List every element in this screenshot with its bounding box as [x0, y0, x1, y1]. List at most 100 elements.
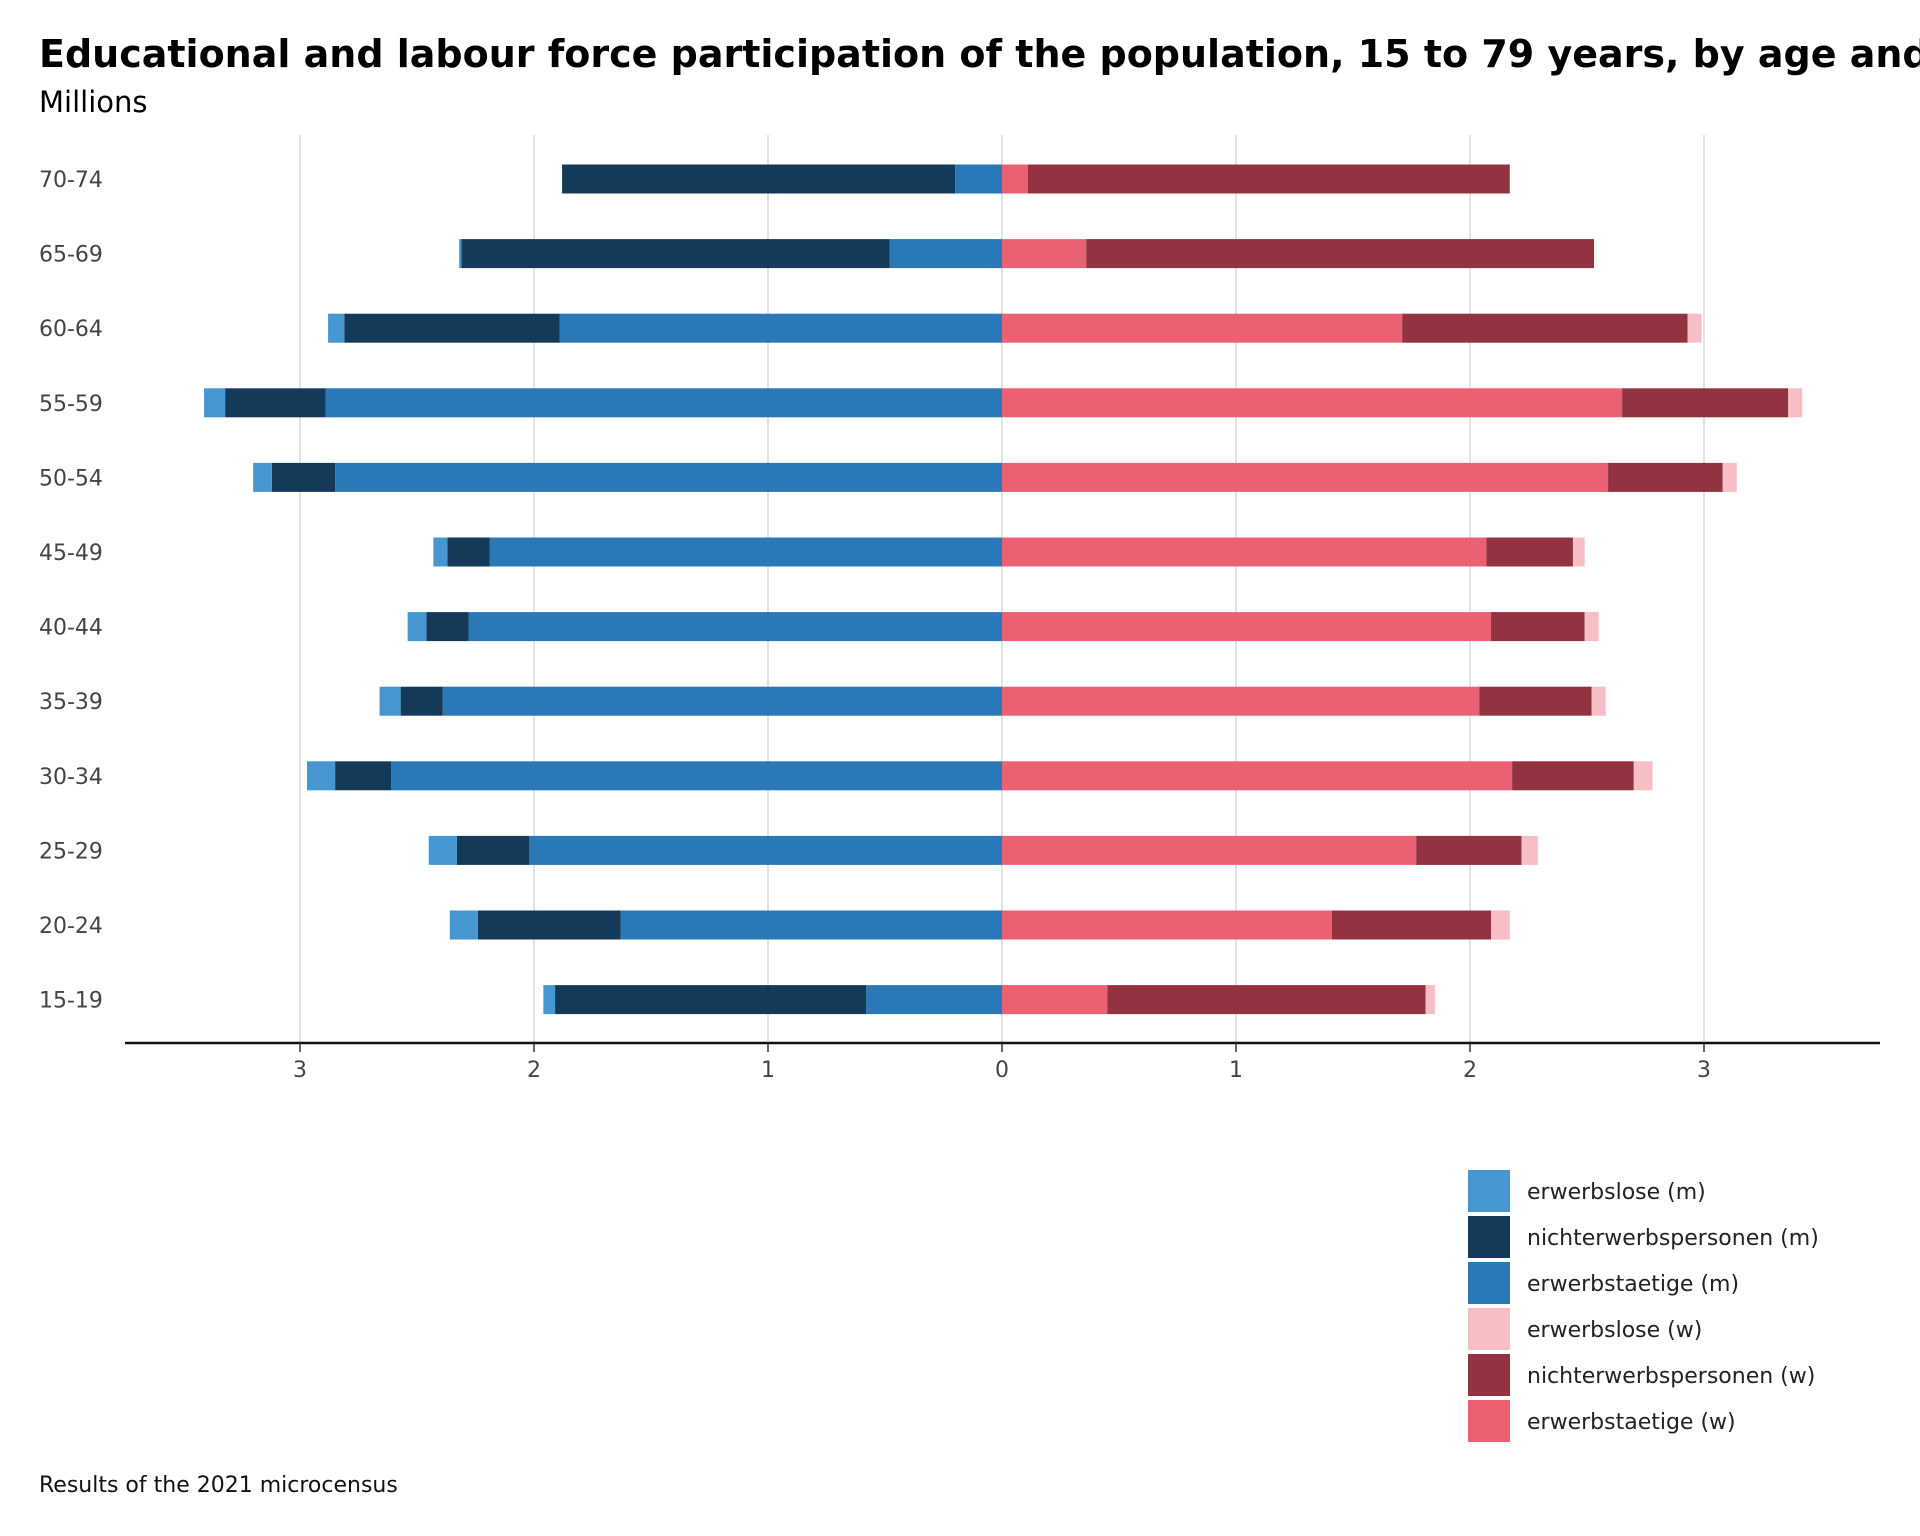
bar-segment-nichterwerbspersonen-w	[1512, 761, 1634, 791]
bar-segment-erwerbslose-w	[1722, 462, 1737, 492]
bar-segment-erwerbslose-w	[1633, 761, 1653, 791]
legend-label: erwerbslose (m)	[1527, 1180, 1706, 1205]
bar-segment-erwerbslose-m	[428, 835, 457, 865]
bar-segment-erwerbstaetige-m	[955, 164, 1002, 194]
x-tick-label: 1	[1229, 1058, 1243, 1083]
y-tick-label: 55-59	[39, 392, 103, 417]
bar-segment-nichterwerbspersonen-m	[271, 462, 336, 492]
x-tick-label: 3	[293, 1058, 307, 1083]
legend-label: nichterwerbspersonen (m)	[1527, 1226, 1819, 1251]
x-axis-ticks: 3 2 1 0 1 2 3	[293, 1043, 1711, 1083]
bar-segment-nichterwerbspersonen-m	[456, 835, 530, 865]
bar-segment-nichterwerbspersonen-w	[1331, 910, 1492, 940]
bar-segment-erwerbstaetige-m	[866, 985, 1002, 1015]
bar-segment-nichterwerbspersonen-m	[225, 388, 326, 418]
bar-segment-erwerbstaetige-m	[620, 910, 1002, 940]
bar-segment-erwerbslose-w	[1425, 985, 1435, 1015]
y-tick-label: 30-34	[39, 765, 103, 790]
bar-segment-nichterwerbspersonen-w	[1402, 313, 1688, 343]
bar-segment-erwerbstaetige-w	[1002, 164, 1028, 194]
bar-segment-erwerbslose-m	[433, 537, 448, 567]
bar-segment-erwerbslose-w	[1572, 537, 1585, 567]
legend-swatch	[1468, 1262, 1510, 1304]
x-tick-label: 2	[1463, 1058, 1477, 1083]
y-axis-labels: 70-74 65-69 60-64 55-59 50-54 45-49 40-44 35-39…	[39, 168, 103, 1014]
bar-segment-nichterwerbspersonen-m	[562, 164, 956, 194]
bar-segment-nichterwerbspersonen-w	[1479, 686, 1592, 716]
bar-segment-erwerbslose-w	[1491, 910, 1510, 940]
bar-segment-nichterwerbspersonen-w	[1107, 985, 1426, 1015]
bar-segment-erwerbstaetige-w	[1002, 761, 1513, 791]
bar-segment-erwerbslose-m	[307, 761, 336, 791]
x-tick-label: 2	[527, 1058, 541, 1083]
bar-segment-erwerbstaetige-w	[1002, 313, 1403, 343]
bar-segment-erwerbstaetige-w	[1002, 462, 1609, 492]
bar-segment-erwerbslose-w	[1584, 612, 1599, 642]
bar-segment-erwerbslose-m	[449, 910, 478, 940]
bar-segment-erwerbslose-m	[543, 985, 556, 1015]
y-tick-label: 45-49	[39, 541, 103, 566]
bar-segment-erwerbstaetige-w	[1002, 388, 1623, 418]
bar-segment-erwerbslose-m	[459, 239, 462, 269]
bar-segment-nichterwerbspersonen-m	[477, 910, 621, 940]
bar-segment-nichterwerbspersonen-w	[1027, 164, 1510, 194]
bar-segment-nichterwerbspersonen-m	[335, 761, 392, 791]
bar-segment-erwerbslose-m	[379, 686, 401, 716]
legend-swatch	[1468, 1308, 1510, 1350]
chart-caption: Results of the 2021 microcensus	[39, 1473, 398, 1498]
bar-segment-erwerbstaetige-m	[489, 537, 1002, 567]
legend-label: erwerbstaetige (w)	[1527, 1410, 1736, 1435]
legend-swatch	[1468, 1354, 1510, 1396]
bar-segment-nichterwerbspersonen-w	[1486, 537, 1573, 567]
y-tick-label: 25-29	[39, 839, 103, 864]
bar-segment-erwerbstaetige-m	[889, 239, 1002, 269]
bar-segment-erwerbstaetige-m	[529, 835, 1002, 865]
bar-segment-erwerbstaetige-m	[442, 686, 1002, 716]
bar-segment-nichterwerbspersonen-w	[1086, 239, 1595, 269]
bar-segment-erwerbstaetige-m	[559, 313, 1002, 343]
bar-segment-nichterwerbspersonen-w	[1608, 462, 1723, 492]
legend-swatch	[1468, 1216, 1510, 1258]
bar-segment-nichterwerbspersonen-w	[1491, 612, 1585, 642]
bar-segment-erwerbstaetige-m	[325, 388, 1002, 418]
y-tick-label: 50-54	[39, 466, 103, 491]
y-tick-label: 20-24	[39, 914, 103, 939]
legend-swatch	[1468, 1400, 1510, 1442]
y-tick-label: 35-39	[39, 690, 103, 715]
bars	[204, 164, 1803, 1015]
legend-label: erwerbslose (w)	[1527, 1318, 1702, 1343]
bar-segment-nichterwerbspersonen-w	[1416, 835, 1522, 865]
chart-subtitle: Millions	[39, 85, 147, 119]
bar-segment-erwerbstaetige-w	[1002, 537, 1487, 567]
bar-segment-erwerbstaetige-m	[468, 612, 1003, 642]
y-tick-label: 60-64	[39, 317, 103, 342]
y-tick-label: 40-44	[39, 616, 103, 641]
bar-segment-nichterwerbspersonen-m	[461, 239, 890, 269]
x-tick-label: 0	[995, 1058, 1009, 1083]
y-tick-label: 65-69	[39, 243, 103, 268]
bar-segment-erwerbslose-w	[1591, 686, 1606, 716]
y-tick-label: 15-19	[39, 989, 103, 1014]
bar-segment-erwerbslose-w	[1521, 835, 1538, 865]
bar-segment-nichterwerbspersonen-w	[1622, 388, 1789, 418]
bar-segment-erwerbstaetige-w	[1002, 686, 1480, 716]
bar-segment-nichterwerbspersonen-m	[555, 985, 867, 1015]
bar-segment-erwerbstaetige-w	[1002, 612, 1492, 642]
y-tick-label: 70-74	[39, 168, 103, 193]
chart-title: Educational and labour force participati…	[39, 32, 1920, 76]
bar-segment-erwerbslose-w	[1687, 313, 1702, 343]
bar-segment-erwerbslose-m	[204, 388, 226, 418]
legend-label: nichterwerbspersonen (w)	[1527, 1364, 1815, 1389]
bar-segment-erwerbstaetige-w	[1002, 985, 1108, 1015]
bar-segment-nichterwerbspersonen-m	[344, 313, 560, 343]
bar-segment-erwerbslose-m	[253, 462, 272, 492]
bar-segment-nichterwerbspersonen-m	[426, 612, 469, 642]
bar-segment-erwerbstaetige-w	[1002, 910, 1332, 940]
legend-label: erwerbstaetige (m)	[1527, 1272, 1739, 1297]
bar-segment-erwerbstaetige-m	[335, 462, 1003, 492]
bar-segment-nichterwerbspersonen-m	[447, 537, 490, 567]
gridlines	[299, 135, 1705, 1043]
legend: erwerbslose (m) nichterwerbspersonen (m) e…	[1468, 1170, 1819, 1442]
legend-swatch	[1468, 1170, 1510, 1212]
